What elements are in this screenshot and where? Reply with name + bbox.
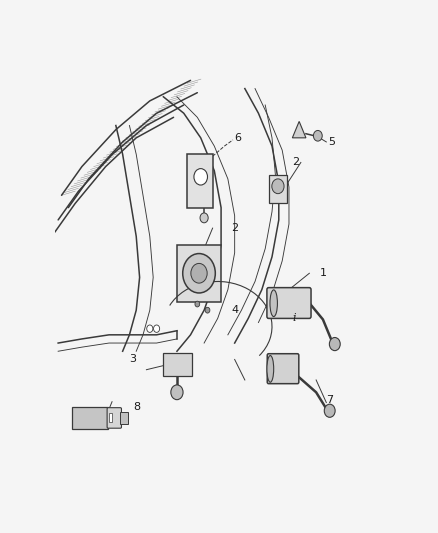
FancyBboxPatch shape [267, 288, 311, 318]
Circle shape [191, 263, 207, 283]
Circle shape [183, 254, 215, 293]
Circle shape [154, 325, 159, 333]
Text: 5: 5 [328, 137, 335, 147]
Circle shape [314, 131, 322, 141]
Circle shape [195, 301, 200, 307]
FancyBboxPatch shape [163, 353, 192, 376]
Text: 2: 2 [231, 223, 238, 233]
FancyBboxPatch shape [109, 414, 112, 423]
Text: 3: 3 [129, 354, 136, 365]
Text: 2: 2 [293, 157, 300, 167]
Circle shape [205, 308, 210, 313]
Text: 1: 1 [320, 268, 326, 278]
Circle shape [194, 168, 208, 185]
FancyBboxPatch shape [268, 175, 287, 204]
Text: 7: 7 [326, 395, 333, 406]
Text: 8: 8 [133, 402, 140, 411]
Text: 4: 4 [231, 305, 238, 315]
FancyBboxPatch shape [72, 407, 108, 429]
FancyBboxPatch shape [177, 245, 221, 302]
Polygon shape [293, 122, 306, 138]
Text: 6: 6 [235, 133, 242, 143]
Ellipse shape [267, 356, 274, 382]
Ellipse shape [270, 290, 277, 317]
Circle shape [324, 404, 335, 417]
FancyBboxPatch shape [120, 413, 128, 424]
Circle shape [200, 213, 208, 223]
Circle shape [171, 385, 183, 400]
FancyBboxPatch shape [267, 354, 299, 384]
Circle shape [272, 179, 284, 193]
FancyBboxPatch shape [107, 408, 121, 428]
Circle shape [147, 325, 153, 333]
Text: i: i [293, 313, 296, 324]
FancyBboxPatch shape [187, 154, 212, 207]
Circle shape [329, 337, 340, 351]
